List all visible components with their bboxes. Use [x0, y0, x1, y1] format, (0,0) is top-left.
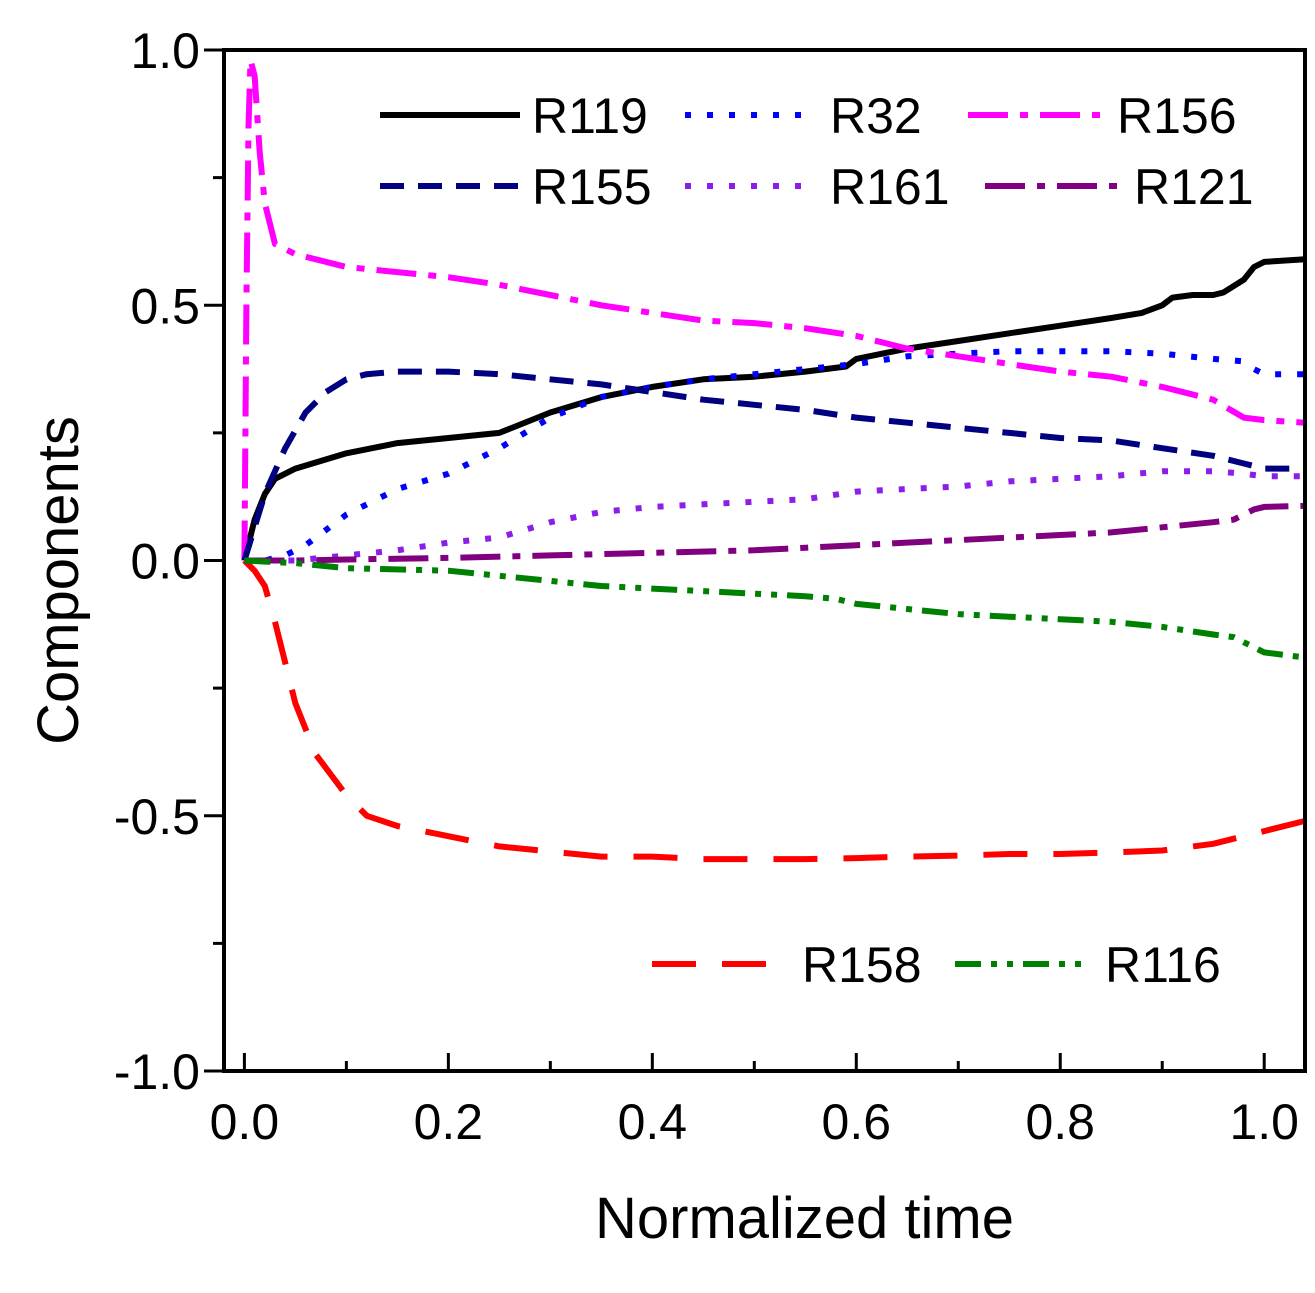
axis-ticks: 0.0 0.2 0.4 0.6 0.8 1.0 -1.0 -0.5 0.0 0.5 1.0 — [114, 23, 1299, 1150]
series-line-r158 — [242, 558, 1306, 863]
legend-label-r161: R161 — [830, 159, 950, 215]
y-tick-label: 0.0 — [130, 534, 200, 590]
legend-label-r32: R32 — [830, 88, 922, 144]
x-tick-label: 0.8 — [1025, 1094, 1095, 1150]
legend: R119 R32 R156 R155 R161 R121 R158 R116 — [380, 88, 1254, 993]
legend-label-r121: R121 — [1134, 159, 1254, 215]
legend-label-r158: R158 — [802, 937, 922, 993]
y-tick-label: 1.0 — [130, 23, 200, 79]
series-line-r155 — [241, 368, 1305, 562]
series-line-r119 — [241, 256, 1306, 562]
series-line-r116 — [244, 557, 1306, 661]
series-layer — [241, 57, 1306, 863]
y-axis-title: Components — [26, 416, 91, 745]
y-tick-label: -0.5 — [114, 789, 200, 845]
x-tick-label: 0.0 — [210, 1094, 280, 1150]
y-tick-label: 0.5 — [130, 278, 200, 334]
y-tick-label: -1.0 — [114, 1044, 200, 1100]
series-line-r121 — [244, 502, 1306, 564]
series-line-r32 — [244, 348, 1305, 564]
x-tick-label: 0.4 — [618, 1094, 688, 1150]
legend-label-r155: R155 — [532, 159, 652, 215]
x-axis-title: Normalized time — [595, 1186, 1014, 1251]
legend-label-r119: R119 — [532, 88, 648, 144]
x-tick-label: 0.6 — [822, 1094, 892, 1150]
legend-label-r156: R156 — [1117, 88, 1237, 144]
x-tick-label: 1.0 — [1229, 1094, 1299, 1150]
x-tick-label: 0.2 — [414, 1094, 484, 1150]
legend-label-r116: R116 — [1105, 937, 1221, 993]
